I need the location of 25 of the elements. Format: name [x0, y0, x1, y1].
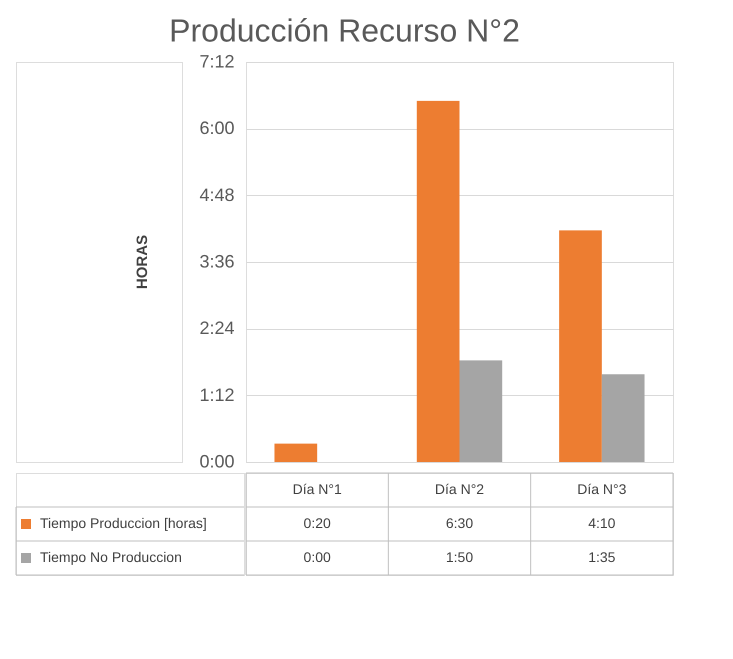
data-label: 0:20	[304, 515, 332, 531]
bar	[416, 100, 460, 462]
data-label: 1:35	[588, 549, 616, 565]
chart-title: Producción Recurso N°2	[169, 12, 520, 48]
y-axis-title: HORAS	[134, 234, 151, 290]
y-tick-label: 6:00	[199, 118, 234, 138]
legend-label: Tiempo No Produccion	[40, 549, 182, 565]
y-tick-label: 2:24	[199, 318, 234, 338]
x-tick-label: Día N°3	[577, 481, 627, 497]
x-tick-label: Día N°1	[292, 481, 342, 497]
data-label: 4:10	[588, 515, 616, 531]
bar	[274, 444, 318, 462]
y-tick-label: 7:12	[199, 52, 234, 72]
data-label: 0:00	[304, 549, 332, 565]
x-tick-label: Día N°2	[434, 481, 484, 497]
y-tick-label: 4:48	[199, 184, 234, 205]
data-label: 6:30	[446, 515, 474, 531]
y-tick-label: 1:12	[199, 384, 234, 405]
bar	[559, 230, 602, 462]
bar	[602, 374, 645, 462]
legend-label: Tiempo Produccion [horas]	[40, 515, 207, 531]
data-label: 1:50	[446, 549, 474, 565]
y-tick-label: 3:36	[199, 252, 234, 272]
bar	[460, 360, 502, 462]
y-tick-label: 0:00	[199, 452, 234, 472]
